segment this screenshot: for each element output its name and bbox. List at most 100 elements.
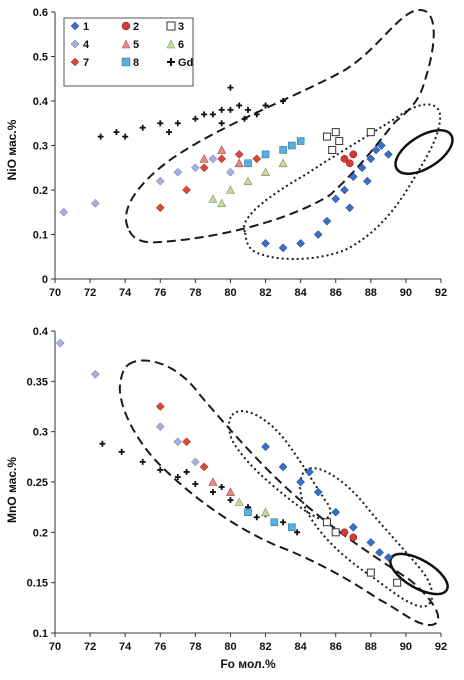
legend-label-1: 1 (83, 21, 89, 33)
x-tick-label: 70 (49, 641, 61, 653)
data-point-gd (294, 529, 301, 536)
x-tick-label: 92 (435, 287, 447, 299)
legend-item-1: 1 (70, 21, 89, 33)
data-point-1 (296, 239, 305, 248)
data-point-gd (227, 106, 234, 113)
scatter-points-nio (59, 84, 393, 253)
data-point-1 (348, 522, 358, 532)
data-point-1 (305, 467, 314, 477)
data-point-gd (201, 111, 208, 118)
data-point-3 (331, 128, 340, 137)
data-point-6 (217, 198, 227, 208)
series-8 (244, 137, 305, 168)
dotted-envelope-mno-upper (228, 410, 332, 520)
data-point-3 (366, 568, 375, 577)
data-point-4 (59, 207, 69, 217)
x-tick-label: 76 (154, 641, 166, 653)
data-point-7 (199, 462, 209, 472)
dashed-envelope-mno (118, 359, 440, 627)
x-ticks-nio: 70 72 74 76 78 80 82 84 86 88 90 92 (49, 279, 447, 299)
y-tick-label: 0.2 (33, 527, 48, 539)
legend-label-gd: Gd (178, 57, 193, 69)
legend-marker-7 (70, 57, 80, 67)
x-tick-label: 74 (119, 641, 132, 653)
data-point-1 (384, 150, 393, 159)
scatter-points-mno (55, 338, 402, 587)
y-tick-label: 0.4 (33, 326, 49, 338)
legend-marker-2 (121, 21, 131, 31)
data-point-2 (340, 155, 349, 163)
data-point-3 (331, 528, 340, 537)
data-point-1 (375, 548, 384, 557)
legend-item-5: 5 (121, 39, 139, 51)
legend-marker-1 (70, 21, 80, 31)
x-tick-label: 80 (224, 641, 236, 653)
y-ticks-mno: 0.1 0.15 0.2 0.25 0.3 0.35 0.4 (27, 326, 55, 640)
data-point-3 (393, 578, 402, 587)
data-point-5 (217, 145, 227, 154)
legend-item-3: 3 (166, 21, 184, 33)
data-point-gd (118, 448, 125, 455)
data-point-gd (192, 115, 199, 122)
data-point-3 (322, 518, 331, 527)
data-point-gd (209, 489, 216, 496)
x-tick-label: 74 (119, 287, 132, 299)
data-point-gd (174, 120, 181, 127)
y-tick-label: 0.15 (27, 578, 48, 590)
data-point-gd (280, 519, 287, 526)
data-point-6 (243, 176, 253, 185)
data-point-gd (157, 120, 164, 127)
y-tick-label: 0.4 (33, 96, 49, 108)
data-point-gd (157, 466, 164, 473)
data-point-gd (227, 84, 234, 91)
x-tick-label: 72 (84, 641, 96, 653)
legend-item-4: 4 (70, 39, 90, 51)
x-tick-label: 88 (365, 287, 377, 299)
series-7 (155, 150, 262, 213)
x-tick-label: 92 (435, 641, 447, 653)
series-4 (55, 338, 200, 467)
data-point-8 (288, 141, 296, 150)
series-8 (244, 508, 296, 532)
data-point-7 (155, 402, 165, 411)
data-point-gd (99, 440, 106, 447)
legend-marker-6 (166, 39, 176, 49)
dotted-envelope-mno-lower (299, 467, 434, 608)
series-3 (322, 128, 375, 154)
data-point-7 (217, 154, 227, 164)
data-point-gd (253, 514, 260, 521)
x-tick-label: 86 (330, 287, 342, 299)
y-axis-label-nio: NiO мас.% (5, 119, 19, 180)
data-point-gd (122, 133, 129, 140)
legend-marker-8 (121, 57, 131, 67)
data-point-2 (349, 533, 358, 542)
data-point-7 (155, 203, 165, 213)
data-point-1 (348, 172, 358, 182)
x-tick-label: 84 (295, 287, 308, 299)
data-point-gd (253, 111, 260, 118)
y-tick-label: 0.6 (33, 7, 48, 19)
data-point-3 (322, 132, 331, 141)
data-point-1 (366, 538, 376, 547)
data-point-6 (208, 194, 218, 203)
series-3 (322, 518, 402, 587)
data-point-1 (296, 477, 305, 487)
data-point-6 (234, 497, 244, 506)
data-point-1 (340, 185, 349, 195)
legend-label-8: 8 (133, 57, 139, 69)
y-tick-label: 0.2 (33, 185, 48, 197)
y-tick-label: 0.25 (27, 477, 48, 489)
series-6 (208, 158, 288, 208)
data-point-8 (244, 159, 252, 168)
data-point-4 (55, 338, 65, 348)
data-point-1 (261, 442, 270, 452)
data-point-1 (362, 176, 372, 186)
series-5 (208, 477, 235, 496)
data-point-gd (113, 129, 120, 136)
data-point-2 (349, 150, 358, 159)
panel-nio: 70 72 74 76 78 80 82 84 86 88 90 92 00.10.20.30.40.… (5, 7, 454, 299)
y-ticks-nio: 0 0.1 0.2 0.3 0.4 0.5 0.6 (33, 7, 55, 286)
x-tick-label: 70 (49, 287, 61, 299)
dashed-envelope-nio (125, 8, 435, 244)
data-point-gd (262, 102, 269, 109)
